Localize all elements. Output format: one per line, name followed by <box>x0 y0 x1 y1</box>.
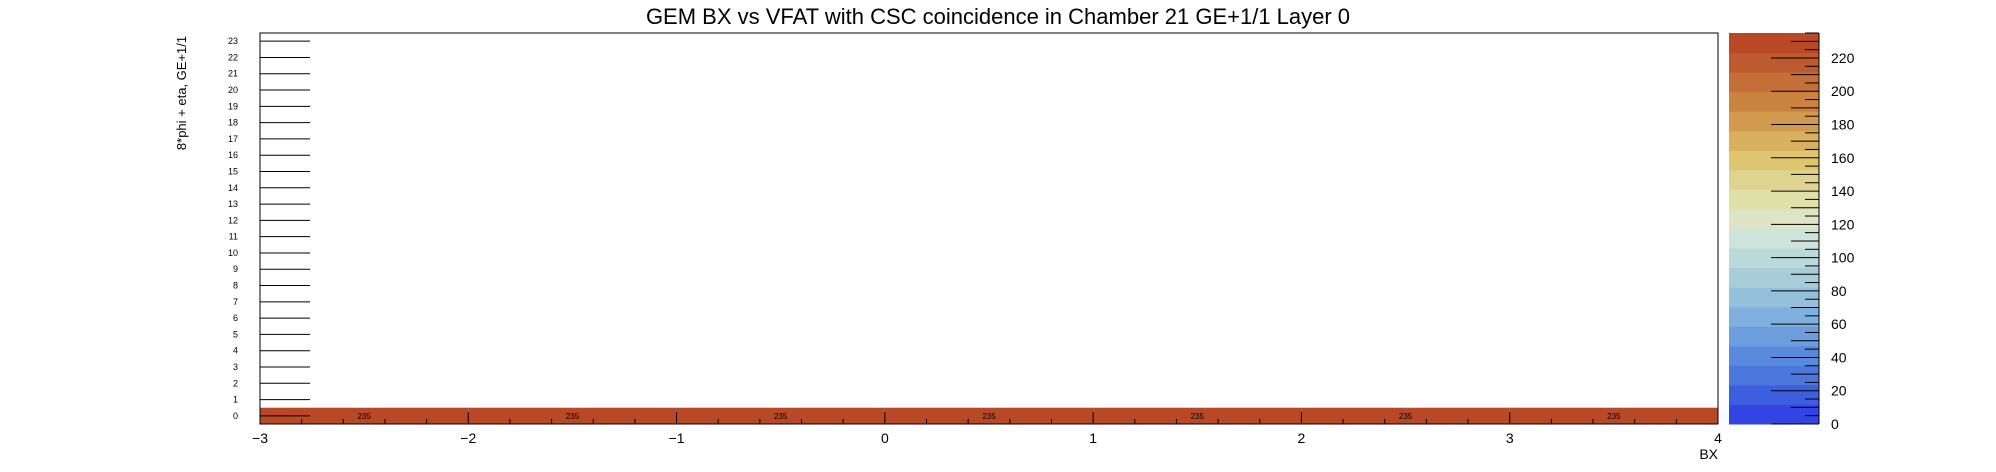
colorbar-swatch <box>1729 72 1819 93</box>
heatmap-cell <box>676 407 885 424</box>
cell-label: 235 <box>982 412 996 421</box>
chart-title: GEM BX vs VFAT with CSC coincidence in C… <box>646 4 1350 29</box>
x-tick-label: 4 <box>1714 430 1722 446</box>
y-tick-label: 17 <box>228 134 238 144</box>
cell-label: 235 <box>1399 412 1413 421</box>
y-tick-label: 5 <box>233 329 238 339</box>
y-tick-label: 10 <box>228 248 238 258</box>
y-tick-label: 16 <box>228 150 238 160</box>
heatmap-cell <box>1509 407 1718 424</box>
y-axis-label: 8*phi + eta, GE+1/1 <box>174 36 189 150</box>
y-tick-label: 6 <box>233 313 238 323</box>
y-tick-label: 3 <box>233 362 238 372</box>
x-axis-label: BX <box>1699 446 1718 462</box>
colorbar-tick-label: 160 <box>1831 150 1855 166</box>
colorbar-swatch <box>1729 404 1819 425</box>
colorbar-swatch <box>1729 345 1819 366</box>
y-tick-label: 2 <box>233 378 238 388</box>
y-tick-label: 7 <box>233 297 238 307</box>
x-tick-label: 3 <box>1506 430 1514 446</box>
colorbar-swatch <box>1729 150 1819 171</box>
y-tick-label: 18 <box>228 118 238 128</box>
colorbar-tick-label: 140 <box>1831 183 1855 199</box>
cell-label: 235 <box>1191 412 1205 421</box>
colorbar-tick-label: 60 <box>1831 316 1847 332</box>
colorbar-swatch <box>1729 287 1819 308</box>
y-tick-label: 23 <box>228 36 238 46</box>
y-tick-label: 20 <box>228 85 238 95</box>
colorbar-tick-label: 20 <box>1831 383 1847 399</box>
colorbar-swatch <box>1729 130 1819 151</box>
y-tick-label: 9 <box>233 264 238 274</box>
cell-label: 235 <box>774 412 788 421</box>
y-tick-label: 21 <box>228 69 238 79</box>
heatmap-cell <box>1093 407 1302 424</box>
colorbar-tick-label: 80 <box>1831 283 1847 299</box>
y-tick-label: 22 <box>228 52 238 62</box>
y-tick-label: 4 <box>233 346 238 356</box>
y-tick-label: 12 <box>228 215 238 225</box>
colorbar-tick-label: 200 <box>1831 83 1855 99</box>
heatmap-cell <box>1301 407 1510 424</box>
x-tick-label: 0 <box>881 430 889 446</box>
y-tick-label: 15 <box>228 166 238 176</box>
colorbar-swatch <box>1729 306 1819 327</box>
y-tick-label: 0 <box>233 411 238 421</box>
colorbar-tick-label: 100 <box>1831 250 1855 266</box>
colorbar-swatch <box>1729 208 1819 229</box>
cell-label: 235 <box>1607 412 1621 421</box>
x-axis: −3 −2 −1 0 1 2 3 4 <box>252 412 1722 446</box>
y-tick-label: 8 <box>233 281 238 291</box>
cell-label: 235 <box>357 412 371 421</box>
x-tick-label: −2 <box>460 430 476 446</box>
y-tick-label: 19 <box>228 101 238 111</box>
x-tick-label: 2 <box>1298 430 1306 446</box>
colorbar-tick-label: 220 <box>1831 50 1855 66</box>
colorbar-swatch <box>1729 267 1819 288</box>
colorbar-swatch <box>1729 91 1819 112</box>
colorbar-swatch <box>1729 169 1819 190</box>
x-tick-label: 1 <box>1089 430 1097 446</box>
y-tick-label: 13 <box>228 199 238 209</box>
colorbar: 0 20 40 60 80 100 120 140 160 180 200 220 <box>1729 32 1855 432</box>
colorbar-tick-label: 0 <box>1831 416 1839 432</box>
colorbar-swatch <box>1729 189 1819 210</box>
colorbar-swatch <box>1729 384 1819 405</box>
colorbar-swatch <box>1729 326 1819 347</box>
colorbar-tick-label: 120 <box>1831 216 1855 232</box>
plot-area: 235 235 235 235 235 235 235 <box>259 32 1719 425</box>
heatmap-cell <box>468 407 677 424</box>
y-tick-label: 11 <box>229 232 238 242</box>
colorbar-swatch <box>1729 365 1819 386</box>
colorbar-swatch <box>1729 52 1819 73</box>
x-tick-label: −1 <box>669 430 685 446</box>
colorbar-tick-label: 180 <box>1831 117 1855 133</box>
heatmap-cell <box>884 407 1094 424</box>
heatmap-cell <box>260 407 469 424</box>
y-tick-label: 1 <box>233 395 238 405</box>
colorbar-swatch <box>1729 111 1819 132</box>
cell-label: 235 <box>566 412 580 421</box>
colorbar-tick-label: 40 <box>1831 349 1847 365</box>
y-tick-label: 14 <box>228 183 238 193</box>
colorbar-swatch <box>1729 228 1819 249</box>
colorbar-swatch <box>1729 33 1819 54</box>
x-tick-label: −3 <box>252 430 268 446</box>
plot-frame <box>259 32 1719 425</box>
